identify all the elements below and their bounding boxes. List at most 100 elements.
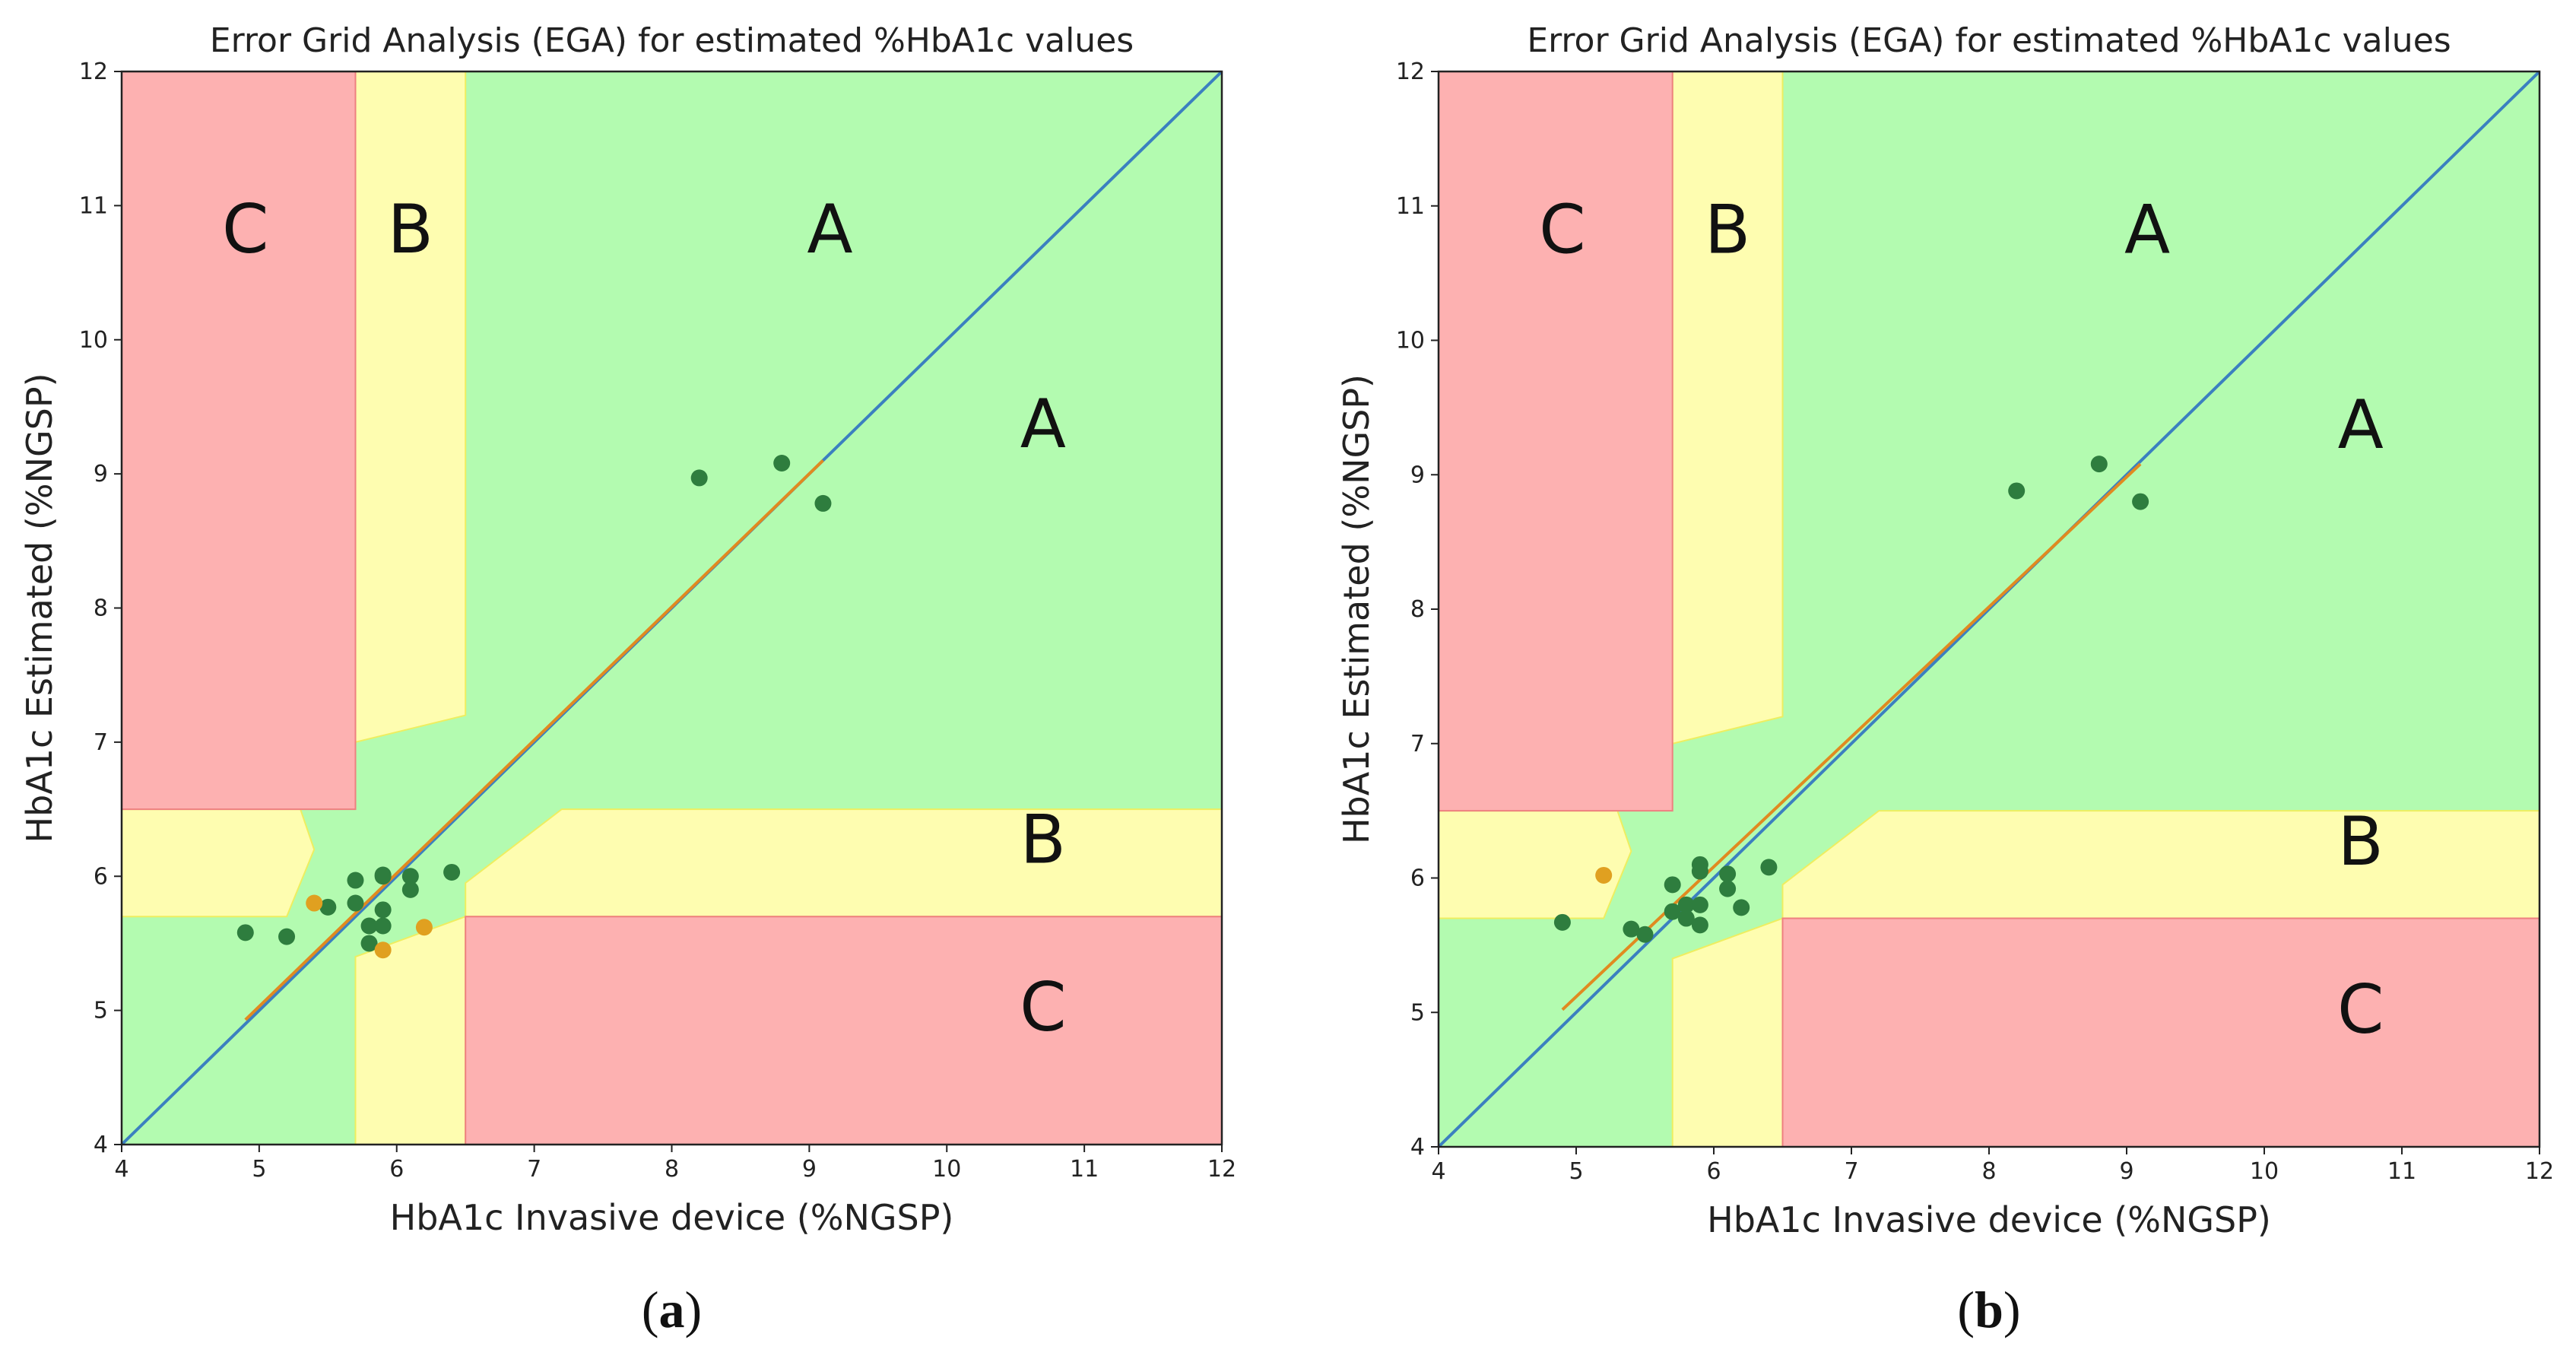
y-tick-label: 9 bbox=[1410, 462, 1425, 488]
zone-c-area bbox=[465, 916, 1223, 1145]
chart-title: Error Grid Analysis (EGA) for estimated … bbox=[210, 21, 1134, 60]
panel-label: (a) bbox=[642, 1281, 702, 1338]
zone-label: A bbox=[2124, 191, 2170, 269]
data-point bbox=[347, 872, 364, 889]
y-tick-label: 11 bbox=[1396, 193, 1425, 220]
zone-label: C bbox=[222, 190, 268, 268]
y-tick-label: 7 bbox=[94, 729, 108, 756]
panel-label-close: ) bbox=[2003, 1281, 2021, 1338]
data-point bbox=[401, 868, 419, 885]
x-tick-label: 6 bbox=[389, 1156, 404, 1183]
data-point bbox=[1664, 876, 1681, 894]
panel-label-close: ) bbox=[685, 1281, 703, 1338]
data-point bbox=[1719, 880, 1737, 897]
zone-label: C bbox=[1539, 191, 1585, 269]
y-tick-label: 12 bbox=[79, 59, 108, 85]
x-tick-label: 4 bbox=[1431, 1158, 1445, 1185]
data-point bbox=[1691, 916, 1708, 934]
panel-label: (b) bbox=[1957, 1281, 2020, 1338]
data-point bbox=[1719, 865, 1737, 883]
zone-label: B bbox=[2338, 802, 2384, 881]
zone-b-area bbox=[1671, 917, 1784, 1148]
data-point bbox=[374, 866, 392, 884]
regression-line bbox=[244, 459, 824, 1021]
y-tick-label: 8 bbox=[94, 595, 108, 622]
data-point bbox=[374, 917, 392, 935]
data-point bbox=[374, 941, 392, 959]
zone-label: B bbox=[388, 190, 433, 268]
data-point bbox=[2090, 456, 2108, 473]
y-tick-label: 5 bbox=[1410, 999, 1425, 1026]
regression-line bbox=[1561, 462, 2142, 1011]
zone-label: A bbox=[1020, 385, 1066, 463]
y-tick-label: 4 bbox=[94, 1132, 108, 1158]
data-point bbox=[347, 894, 364, 912]
zone-b-area bbox=[1671, 71, 1784, 745]
data-point bbox=[814, 494, 832, 512]
x-tick-label: 10 bbox=[932, 1156, 961, 1183]
data-point bbox=[374, 901, 392, 919]
panel-label-letter: a bbox=[659, 1281, 685, 1338]
data-point bbox=[1677, 896, 1695, 913]
zone-label: B bbox=[1020, 801, 1066, 879]
x-axis-label: HbA1c Invasive device (%NGSP) bbox=[1707, 1199, 2271, 1240]
x-tick-label: 8 bbox=[1981, 1158, 1996, 1185]
data-point bbox=[1595, 866, 1613, 884]
data-point bbox=[306, 894, 323, 912]
data-point bbox=[236, 924, 254, 941]
zone-label: A bbox=[807, 190, 852, 268]
x-tick-label: 5 bbox=[252, 1156, 266, 1183]
data-point bbox=[1553, 913, 1571, 931]
zone-b-area bbox=[354, 71, 467, 744]
y-tick-label: 6 bbox=[94, 863, 108, 890]
x-tick-label: 6 bbox=[1706, 1158, 1721, 1185]
data-point bbox=[1623, 920, 1640, 938]
data-point bbox=[2008, 482, 2026, 500]
data-point bbox=[1760, 859, 1778, 876]
y-tick-label: 7 bbox=[1410, 731, 1425, 757]
x-tick-label: 5 bbox=[1569, 1158, 1583, 1185]
data-point bbox=[1664, 903, 1681, 920]
y-tick-label: 9 bbox=[94, 461, 108, 487]
y-tick-label: 4 bbox=[1410, 1134, 1425, 1161]
y-tick-label: 5 bbox=[94, 998, 108, 1024]
x-tick-label: 11 bbox=[1070, 1156, 1099, 1183]
x-tick-label: 8 bbox=[665, 1156, 679, 1183]
identity-line bbox=[1437, 70, 2541, 1148]
zone-b-area bbox=[465, 808, 1223, 918]
panel-label-open: ( bbox=[642, 1281, 659, 1338]
x-tick-label: 9 bbox=[802, 1156, 817, 1183]
panel-a: 4 5 6 7 8 9 10 11 12 4 5 6 7 8 9 10 11 12 C B A A B C Error Grid… bbox=[19, 21, 1236, 1338]
zone-c-area bbox=[1438, 71, 1673, 812]
y-tick-label: 11 bbox=[79, 192, 108, 219]
y-axis-label: HbA1c Estimated (%NGSP) bbox=[1336, 374, 1377, 844]
data-point bbox=[1691, 862, 1708, 880]
chart-title: Error Grid Analysis (EGA) for estimated … bbox=[1527, 21, 2451, 60]
y-tick-label: 12 bbox=[1396, 59, 1425, 85]
data-point bbox=[360, 935, 378, 952]
x-tick-label: 10 bbox=[2250, 1158, 2279, 1185]
panel-b: 4 5 6 7 8 9 10 11 12 4 5 6 7 8 9 10 11 12 C B A A B C Error Grid… bbox=[1336, 21, 2554, 1338]
x-tick-label: 7 bbox=[527, 1156, 541, 1183]
x-axis-label: HbA1c Invasive device (%NGSP) bbox=[390, 1197, 954, 1238]
x-tick-label: 11 bbox=[2387, 1158, 2416, 1185]
y-tick-label: 10 bbox=[79, 327, 108, 354]
zone-c-area bbox=[1781, 917, 2540, 1148]
x-tick-label: 9 bbox=[2119, 1158, 2133, 1185]
x-tick-label: 12 bbox=[2525, 1158, 2554, 1185]
zone-label: C bbox=[1020, 968, 1066, 1046]
x-tick-label: 7 bbox=[1844, 1158, 1858, 1185]
data-point bbox=[1677, 910, 1695, 927]
data-point bbox=[360, 917, 378, 935]
data-point bbox=[278, 928, 296, 945]
panel-label-open: ( bbox=[1957, 1281, 1975, 1338]
zone-label: A bbox=[2338, 386, 2384, 464]
zone-b-area bbox=[121, 808, 316, 918]
x-tick-label: 4 bbox=[114, 1156, 128, 1183]
y-tick-label: 8 bbox=[1410, 596, 1425, 623]
data-point bbox=[1733, 899, 1750, 916]
data-point bbox=[401, 881, 419, 898]
data-point bbox=[319, 898, 337, 916]
data-point bbox=[443, 863, 461, 881]
